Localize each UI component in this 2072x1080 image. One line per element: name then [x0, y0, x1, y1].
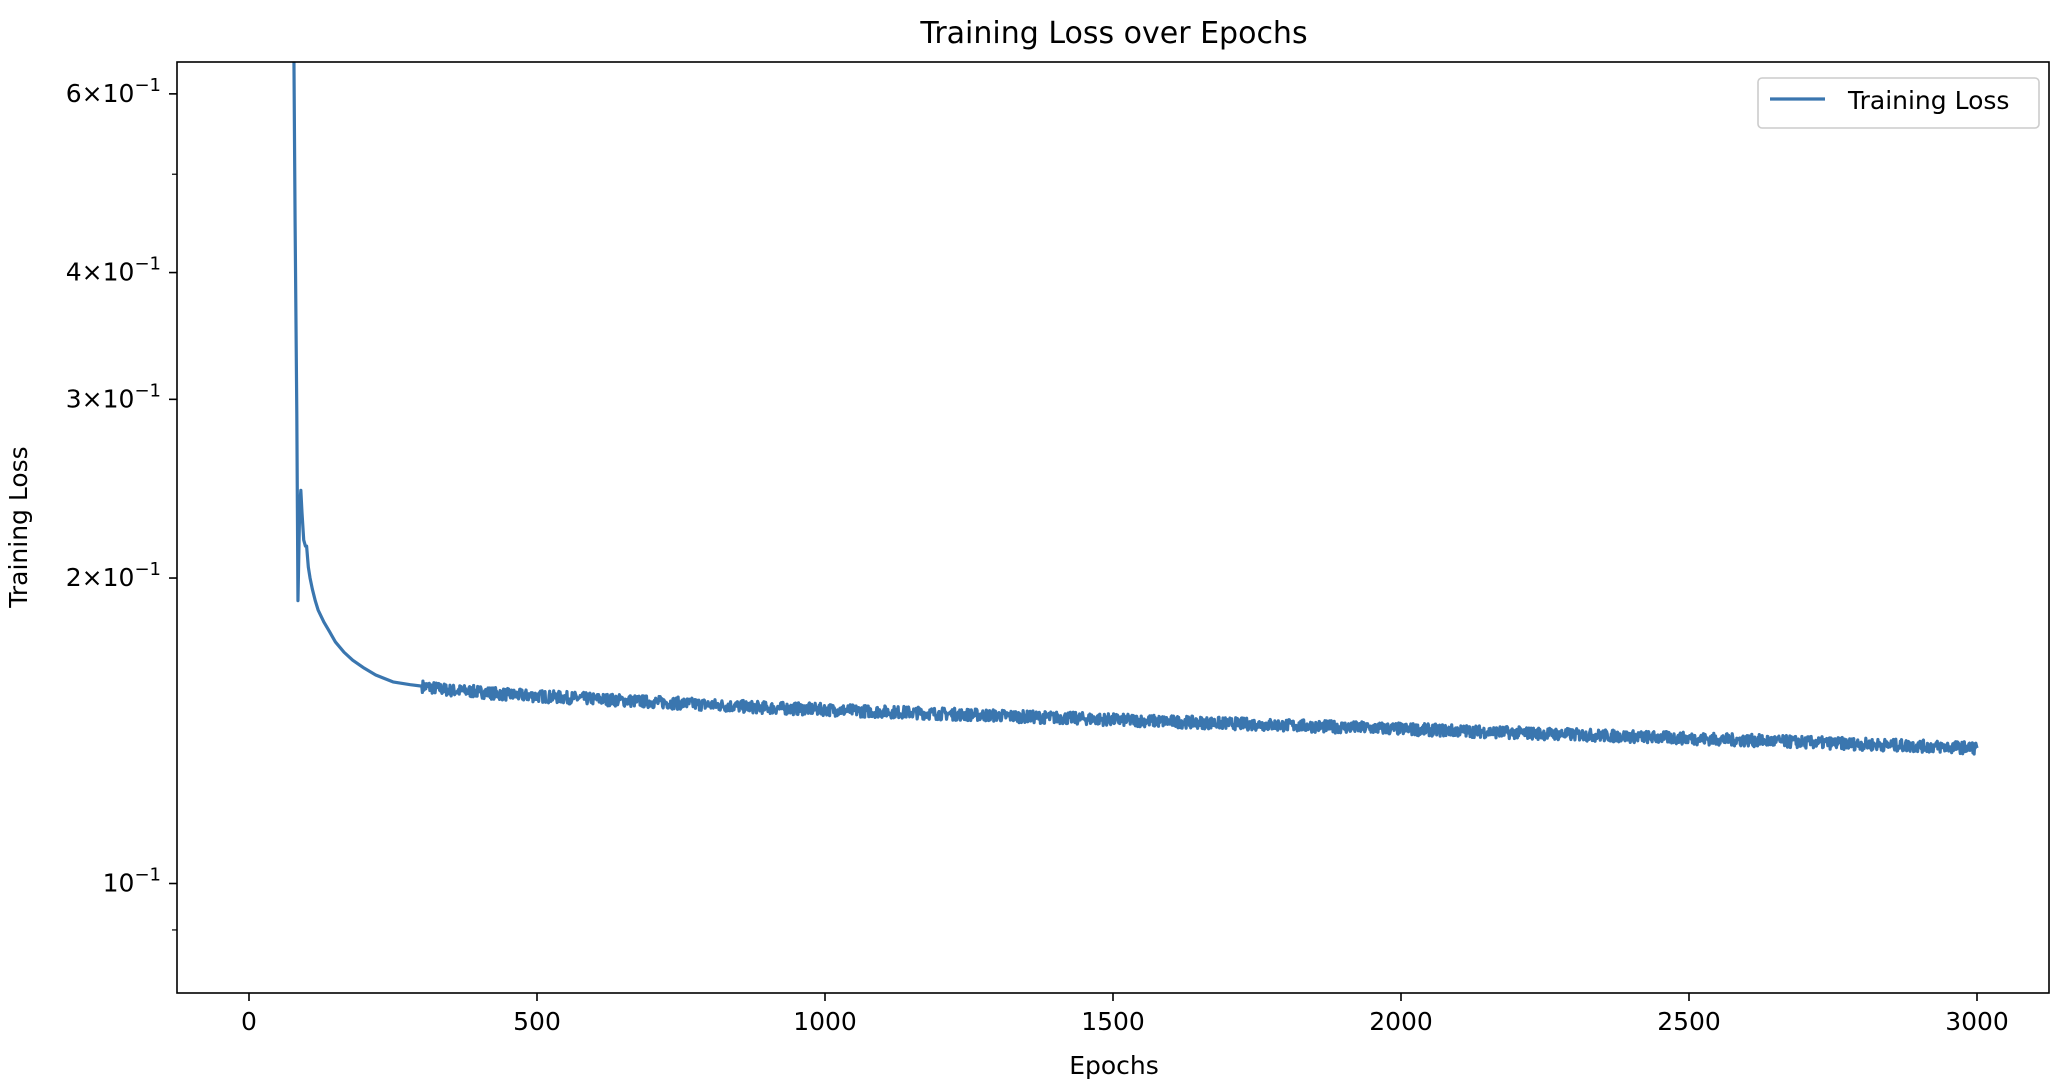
x-axis: 0 500 1000 1500 2000 2500 3000: [241, 993, 2009, 1036]
x-tick-label: 0: [241, 1007, 257, 1036]
legend-label: Training Loss: [1847, 86, 2009, 115]
series-line-training-loss: [292, 62, 1979, 756]
y-tick-label: 10−1: [103, 865, 161, 898]
x-tick-label: 1500: [1081, 1007, 1145, 1036]
legend: Training Loss: [1757, 77, 2040, 129]
x-tick-label: 2500: [1657, 1007, 1721, 1036]
x-axis-label: Epochs: [1069, 1051, 1159, 1080]
x-tick-label: 2000: [1369, 1007, 1433, 1036]
y-tick-label: 4×10−1: [66, 254, 161, 287]
y-tick-label: 2×10−1: [66, 559, 161, 592]
legend-box: [1757, 77, 2040, 129]
chart-title: Training Loss over Epochs: [919, 16, 1307, 51]
y-tick-label: 6×10−1: [66, 75, 161, 108]
y-tick-label: 3×10−1: [66, 380, 161, 413]
y-axis-label: Training Loss: [4, 446, 33, 608]
plot-area: [292, 62, 1979, 756]
x-tick-label: 500: [513, 1007, 561, 1036]
x-tick-label: 3000: [1945, 1007, 2009, 1036]
y-axis: 10−1 2×10−1 3×10−1 4×10−1 6×10−1: [66, 75, 177, 931]
x-tick-label: 1000: [793, 1007, 857, 1036]
